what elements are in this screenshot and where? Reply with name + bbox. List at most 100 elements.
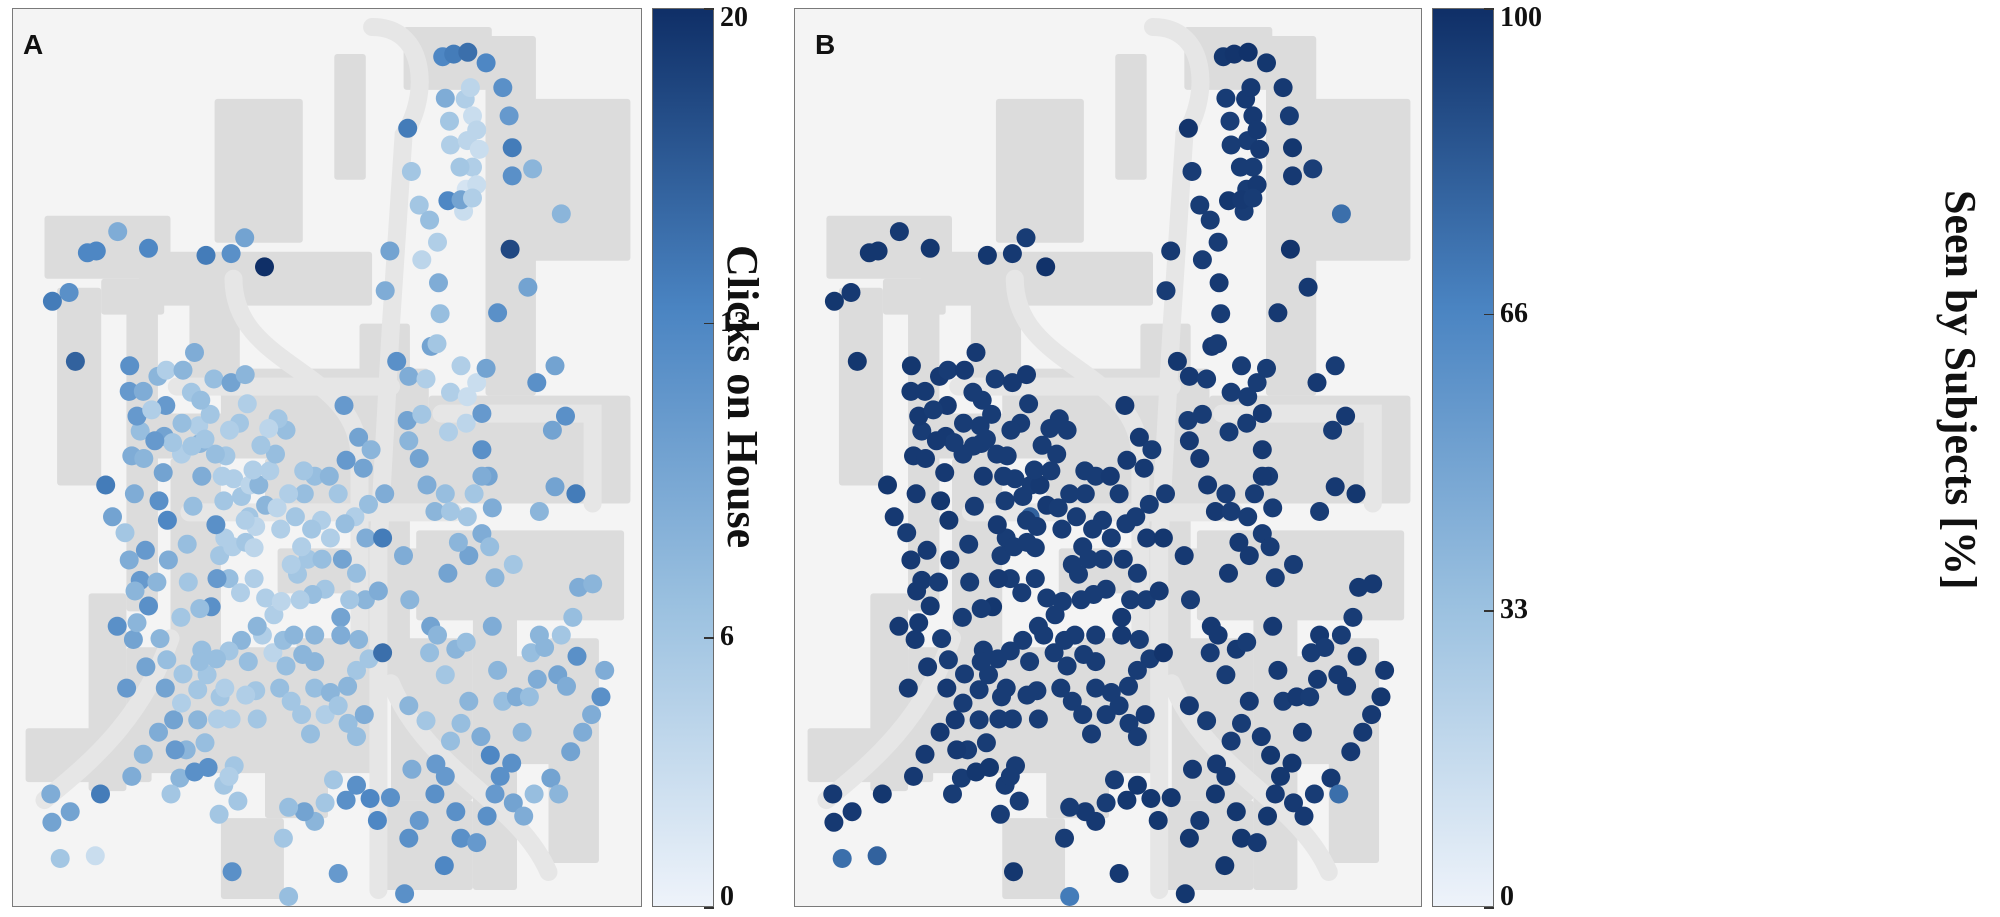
- house-point: [157, 650, 177, 670]
- house-point: [292, 705, 312, 725]
- house-point: [1221, 731, 1241, 751]
- house-point: [267, 498, 287, 518]
- house-point: [130, 421, 150, 441]
- house-point: [889, 616, 909, 636]
- house-point: [394, 546, 413, 566]
- house-point: [1347, 646, 1367, 666]
- house-point: [397, 411, 417, 430]
- house-point: [467, 833, 487, 853]
- house-point: [1331, 204, 1351, 224]
- house-point: [270, 678, 290, 698]
- house-point: [1308, 669, 1327, 689]
- house-point: [1220, 111, 1240, 131]
- house-point: [502, 753, 522, 773]
- house-point: [375, 281, 395, 301]
- house-point: [482, 498, 502, 518]
- house-point: [451, 828, 471, 848]
- house-point: [952, 607, 972, 627]
- house-point: [1117, 450, 1137, 470]
- house-point: [292, 537, 312, 557]
- house-point: [156, 360, 176, 380]
- house-point: [1083, 519, 1103, 539]
- house-point: [1208, 625, 1228, 645]
- house-point: [161, 784, 181, 804]
- house-point: [440, 111, 459, 131]
- house-point: [1238, 387, 1258, 407]
- colorbar-tick-label: 33: [1500, 594, 1528, 626]
- house-point: [480, 745, 500, 765]
- house-point: [170, 768, 190, 788]
- house-point: [502, 138, 522, 158]
- house-point: [1112, 625, 1132, 645]
- house-point: [1019, 394, 1039, 414]
- house-point: [42, 812, 62, 832]
- house-point: [901, 356, 921, 376]
- house-point: [451, 356, 471, 376]
- house-point: [1148, 811, 1168, 830]
- house-point: [182, 436, 202, 456]
- house-point: [1304, 784, 1324, 804]
- colorbar-tick-mark: [704, 8, 714, 10]
- house-point: [938, 360, 958, 380]
- house-point: [920, 238, 940, 258]
- base-map: [807, 18, 1411, 900]
- house-point: [1226, 802, 1246, 822]
- house-point: [1028, 709, 1048, 729]
- house-point: [1167, 351, 1187, 371]
- house-point: [1216, 665, 1236, 685]
- house-point: [1017, 685, 1037, 705]
- house-point: [399, 366, 419, 386]
- colorbar-tick-mark: [1484, 8, 1494, 10]
- house-point: [219, 766, 239, 786]
- house-point: [244, 538, 264, 558]
- house-point: [279, 797, 299, 817]
- house-point: [59, 283, 79, 302]
- house-point: [1109, 696, 1129, 716]
- house-point: [847, 351, 867, 371]
- house-point: [244, 569, 264, 589]
- house-point: [459, 691, 479, 711]
- house-point: [401, 162, 421, 181]
- house-point: [467, 373, 487, 393]
- house-point: [416, 369, 436, 389]
- house-point: [190, 652, 210, 672]
- house-point: [960, 572, 980, 592]
- colorbar-tick-label: 6: [720, 621, 734, 653]
- house-point: [425, 784, 445, 804]
- colorbar-tick-mark: [1484, 907, 1494, 909]
- house-point: [1229, 532, 1249, 552]
- house-point: [458, 42, 478, 62]
- house-point: [279, 887, 299, 906]
- house-point: [1337, 676, 1357, 696]
- house-point: [320, 528, 340, 548]
- house-point: [285, 507, 305, 527]
- house-point: [1219, 563, 1238, 583]
- house-point: [1073, 537, 1093, 557]
- house-point: [359, 494, 378, 514]
- house-point: [260, 461, 280, 481]
- house-point: [1375, 660, 1395, 680]
- house-point: [988, 569, 1008, 589]
- house-point: [1260, 537, 1280, 557]
- house-point: [165, 740, 185, 760]
- house-point: [1004, 862, 1023, 882]
- house-point: [1153, 528, 1173, 548]
- colorbar-a: [652, 8, 714, 907]
- house-point: [467, 120, 487, 140]
- house-point: [1074, 645, 1094, 664]
- house-point: [1179, 431, 1199, 451]
- colorbar-tick-mark: [1484, 313, 1494, 316]
- house-point: [425, 502, 445, 521]
- house-point: [281, 691, 301, 711]
- house-point: [1183, 759, 1202, 779]
- house-point: [347, 660, 366, 680]
- house-point: [1105, 770, 1124, 790]
- house-point: [1032, 435, 1052, 455]
- house-point: [472, 466, 492, 486]
- house-point: [171, 607, 191, 627]
- house-point: [1252, 404, 1272, 423]
- house-point: [1009, 791, 1029, 811]
- house-point: [535, 638, 555, 657]
- house-point: [135, 540, 155, 560]
- house-point: [1198, 475, 1218, 495]
